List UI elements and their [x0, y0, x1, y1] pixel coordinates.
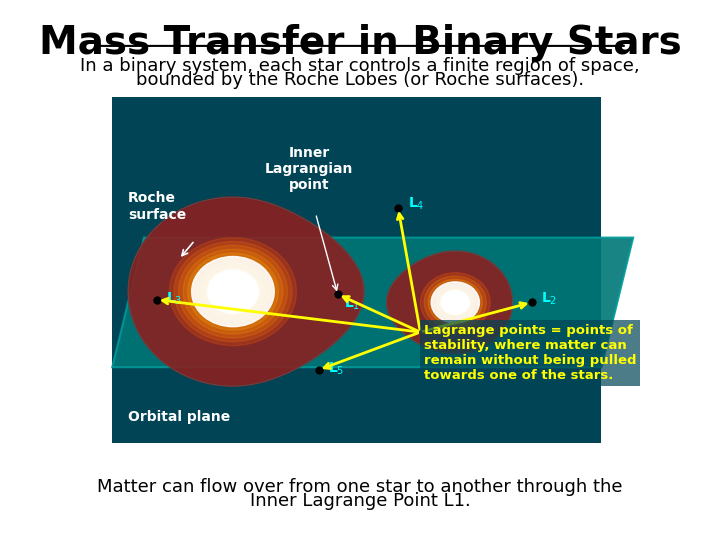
Text: L$_5$: L$_5$ — [328, 361, 345, 377]
Circle shape — [183, 249, 283, 334]
Circle shape — [206, 268, 260, 315]
Text: Orbital plane: Orbital plane — [128, 410, 230, 424]
Polygon shape — [112, 238, 633, 367]
Circle shape — [201, 265, 265, 319]
Circle shape — [428, 279, 482, 326]
Circle shape — [188, 253, 279, 330]
Circle shape — [197, 261, 269, 322]
Circle shape — [420, 273, 490, 332]
Circle shape — [436, 286, 474, 319]
Text: L$_3$: L$_3$ — [166, 291, 183, 307]
Circle shape — [220, 280, 246, 303]
Text: Roche
surface: Roche surface — [128, 192, 186, 222]
Text: Matter can flow over from one star to another through the: Matter can flow over from one star to an… — [97, 478, 623, 496]
Text: bounded by the Roche Lobes (or Roche surfaces).: bounded by the Roche Lobes (or Roche sur… — [136, 71, 584, 89]
Text: In a binary system, each star controls a finite region of space,: In a binary system, each star controls a… — [80, 57, 640, 75]
Circle shape — [174, 241, 292, 342]
Circle shape — [431, 282, 480, 323]
Circle shape — [441, 291, 469, 314]
Text: L$_4$: L$_4$ — [408, 196, 424, 212]
Polygon shape — [387, 251, 513, 354]
Circle shape — [224, 284, 242, 299]
Circle shape — [207, 270, 258, 313]
Text: L$_2$: L$_2$ — [541, 291, 557, 307]
Circle shape — [179, 245, 287, 338]
Circle shape — [169, 238, 297, 346]
Text: Lagrange points = points of
stability, where matter can
remain without being pul: Lagrange points = points of stability, w… — [423, 324, 636, 382]
Polygon shape — [128, 197, 364, 386]
Circle shape — [424, 276, 486, 329]
Circle shape — [228, 288, 238, 295]
Circle shape — [448, 296, 463, 309]
Circle shape — [215, 276, 251, 307]
Circle shape — [440, 289, 471, 315]
Circle shape — [432, 282, 479, 322]
Circle shape — [451, 299, 459, 306]
Text: Inner Lagrange Point L1.: Inner Lagrange Point L1. — [250, 492, 470, 510]
Circle shape — [192, 257, 274, 326]
Bar — [112, 97, 601, 443]
Text: L$_1$: L$_1$ — [344, 296, 360, 312]
Text: Mass Transfer in Binary Stars: Mass Transfer in Binary Stars — [39, 24, 681, 62]
Circle shape — [444, 293, 467, 312]
Circle shape — [210, 272, 256, 311]
Circle shape — [192, 256, 274, 327]
Text: Inner
Lagrangian
point: Inner Lagrangian point — [265, 146, 354, 192]
